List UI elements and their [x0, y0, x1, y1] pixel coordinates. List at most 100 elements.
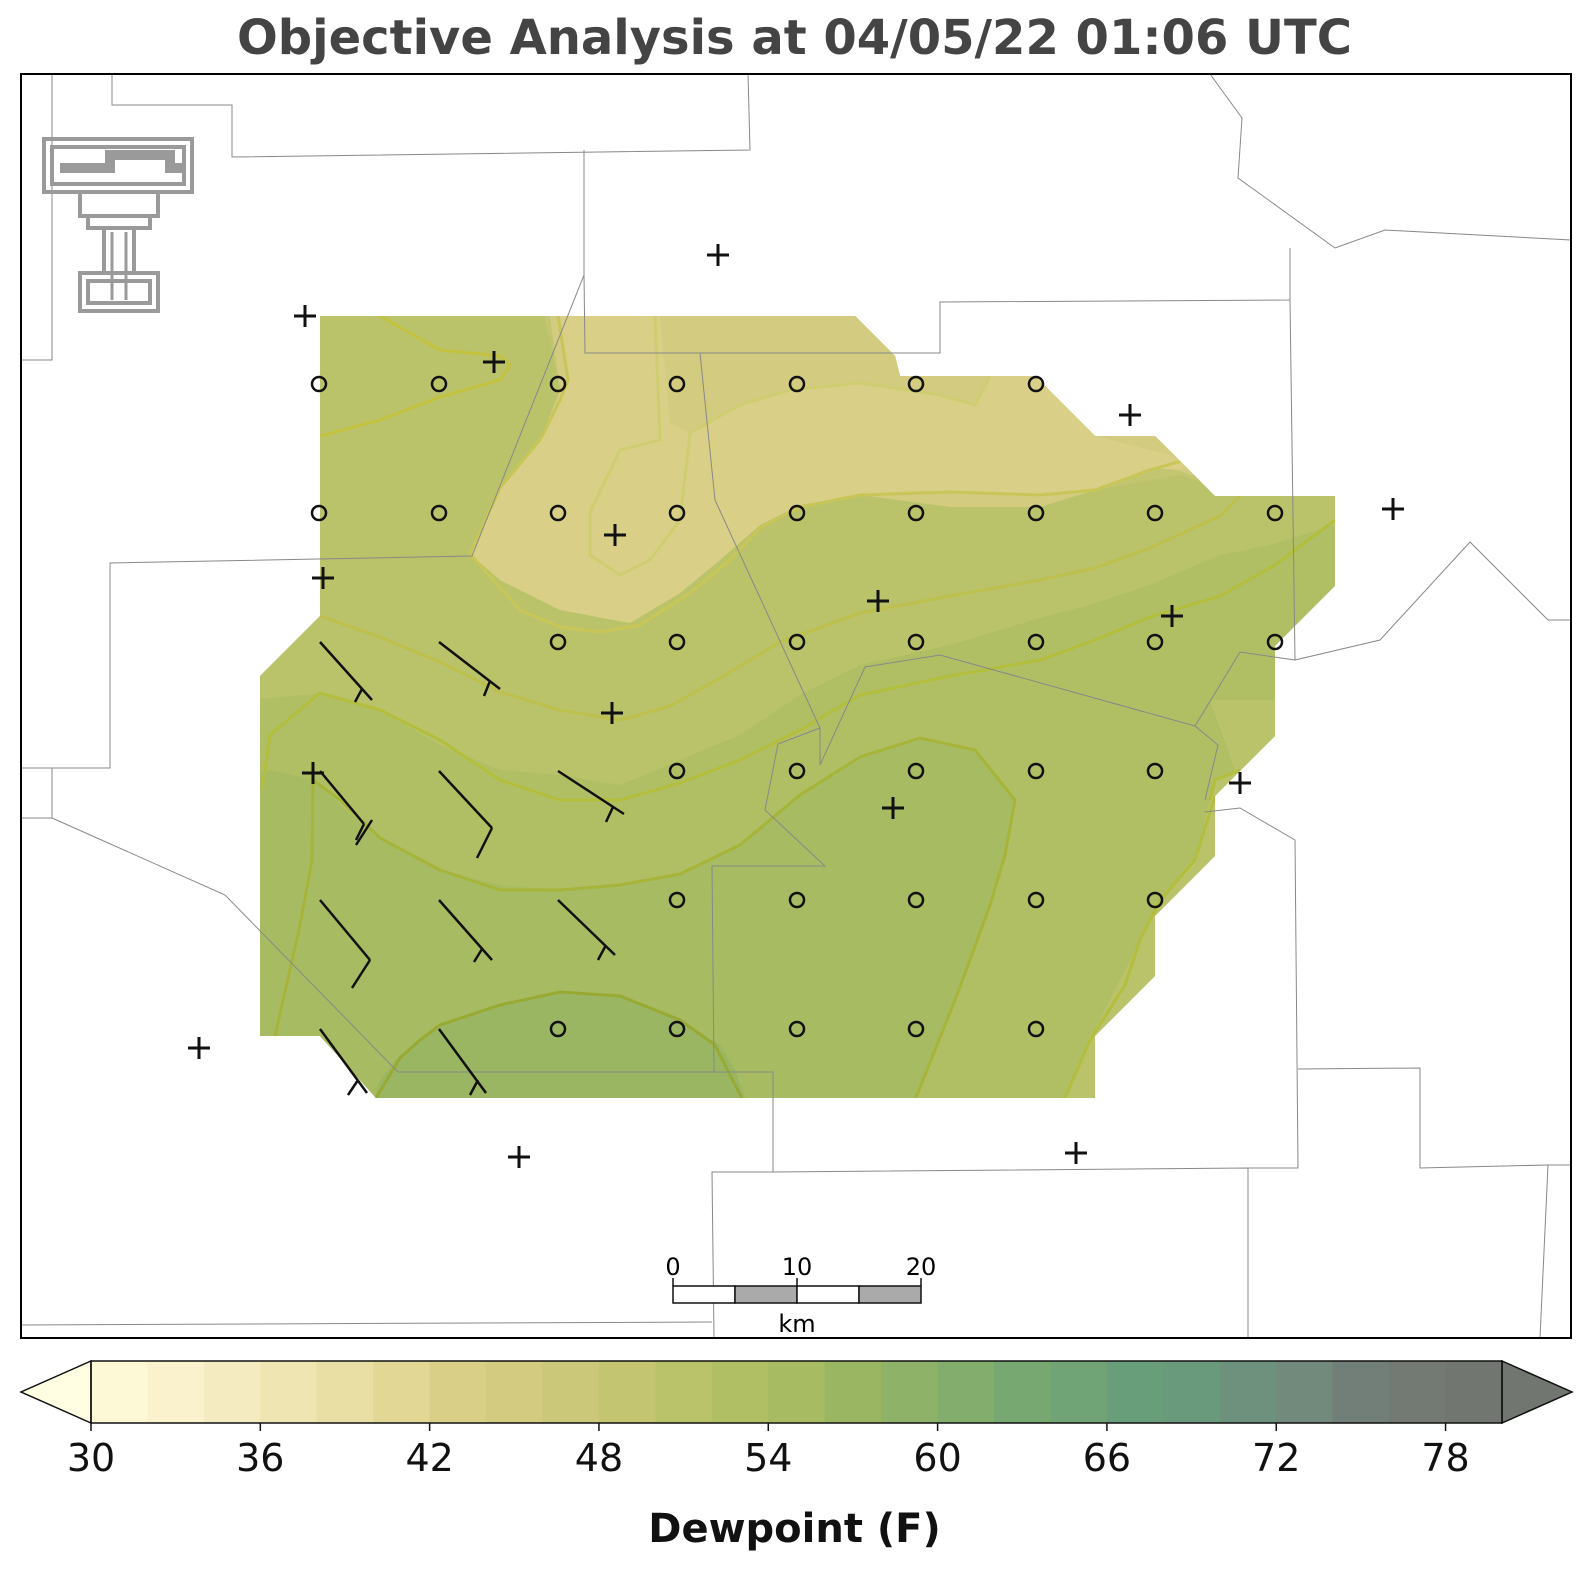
dewpoint-filled-contours [260, 316, 1335, 1098]
colorbar-swatch [486, 1361, 544, 1423]
station-calm [430, 504, 448, 522]
contour-line-48 [319, 494, 1242, 722]
contour-line-50-right [1063, 768, 1241, 1098]
colorbar-swatch [824, 1361, 882, 1423]
wind-barb [557, 769, 625, 823]
station-calm [310, 504, 328, 522]
station-calm [1266, 633, 1284, 651]
wind-barb [354, 819, 374, 846]
colorbar-swatch [655, 1361, 713, 1423]
band-54-56 [370, 993, 750, 1098]
colorbar-swatch [1276, 1361, 1334, 1423]
scale-label-0: 0 [665, 1253, 680, 1281]
colorbar-swatch [937, 1361, 995, 1423]
station-calm [788, 633, 806, 651]
station-missing [483, 351, 505, 373]
colorbar-swatch [147, 1361, 205, 1423]
station-calm [668, 504, 686, 522]
wind-barb [318, 1028, 369, 1096]
colorbar-swatch [1050, 1361, 1108, 1423]
station-calm [788, 762, 806, 780]
station-missing [707, 244, 729, 266]
station-calm [549, 633, 567, 651]
station-calm [907, 633, 925, 651]
colorbar-tick-label: 72 [1252, 1436, 1301, 1480]
station-calm [668, 1020, 686, 1038]
county-boundaries [21, 74, 1571, 1338]
station-calm [1146, 633, 1164, 651]
wind-barb [438, 770, 494, 859]
colorbar-swatch [711, 1361, 769, 1423]
map-frame [20, 73, 1572, 1339]
station-calm [907, 762, 925, 780]
station-calm [1027, 504, 1045, 522]
colorbar-tick-label: 42 [405, 1436, 454, 1480]
contour-line-46 [319, 316, 512, 438]
scale-unit-label: km [778, 1310, 815, 1338]
colorbar-swatch [1163, 1361, 1221, 1423]
colorbar-swatch [1445, 1361, 1503, 1423]
station-calm [1146, 891, 1164, 909]
station-calm [1027, 762, 1045, 780]
station-calm [549, 504, 567, 522]
dewpoint-contour-lines [260, 316, 1335, 1098]
colorbar-tick-label: 60 [913, 1436, 962, 1480]
colorbar-extend-max [1501, 1359, 1574, 1425]
colorbar-swatch [1389, 1361, 1447, 1423]
colorbar-swatches [91, 1361, 1503, 1423]
colorbar-tick-label: 54 [744, 1436, 793, 1480]
station-missing [302, 762, 324, 784]
contour-line-50 [260, 518, 1335, 802]
station-missing [882, 797, 904, 819]
wind-barb [438, 641, 501, 697]
colorbar-swatch [203, 1361, 261, 1423]
missing-station-markers [188, 244, 1404, 1168]
station-calm [788, 375, 806, 393]
colorbar-tick-label: 66 [1082, 1436, 1132, 1480]
colorbar-swatch [91, 1361, 149, 1423]
colorbar-swatch [881, 1361, 939, 1423]
station-calm [668, 891, 686, 909]
calm-station-markers [310, 375, 1284, 1038]
wind-barb [438, 899, 493, 963]
station-calm [549, 1020, 567, 1038]
colorbar-swatch [316, 1361, 374, 1423]
colorbar-swatch [994, 1361, 1052, 1423]
colorbar-tick-label: 30 [66, 1436, 116, 1480]
wind-barb [319, 899, 372, 989]
colorbar-tick-label: 48 [574, 1436, 624, 1480]
station-calm [430, 375, 448, 393]
contour-line-54 [374, 990, 744, 1098]
contour-line-52 [273, 736, 1017, 1098]
scale-label-10: 10 [782, 1253, 813, 1281]
colorbar-swatch [373, 1361, 431, 1423]
colorbar [19, 1359, 1574, 1431]
wind-barbs [318, 641, 625, 1096]
station-missing [1065, 1142, 1087, 1164]
station-calm [668, 762, 686, 780]
station-calm [907, 1020, 925, 1038]
station-calm [788, 504, 806, 522]
wind-barb [437, 1028, 488, 1096]
station-calm [907, 891, 925, 909]
colorbar-extend-min [19, 1359, 92, 1425]
station-calm [1146, 762, 1164, 780]
station-missing [1229, 772, 1251, 794]
station-calm [1027, 375, 1045, 393]
colorbar-swatch [1106, 1361, 1164, 1423]
station-missing [601, 702, 623, 724]
contour-line-44 [468, 316, 1186, 634]
station-missing [508, 1146, 530, 1168]
station-missing [1382, 498, 1404, 520]
station-missing [604, 524, 626, 546]
station-calm [1266, 504, 1284, 522]
band-42-44 [470, 316, 1190, 623]
station-calm [1027, 891, 1045, 909]
station-calm [788, 891, 806, 909]
station-missing [1119, 404, 1141, 426]
colorbar-swatch [260, 1361, 318, 1423]
station-calm [907, 504, 925, 522]
colorbar-label: Dewpoint (F) [648, 1506, 941, 1552]
scale-label-20: 20 [906, 1253, 937, 1281]
